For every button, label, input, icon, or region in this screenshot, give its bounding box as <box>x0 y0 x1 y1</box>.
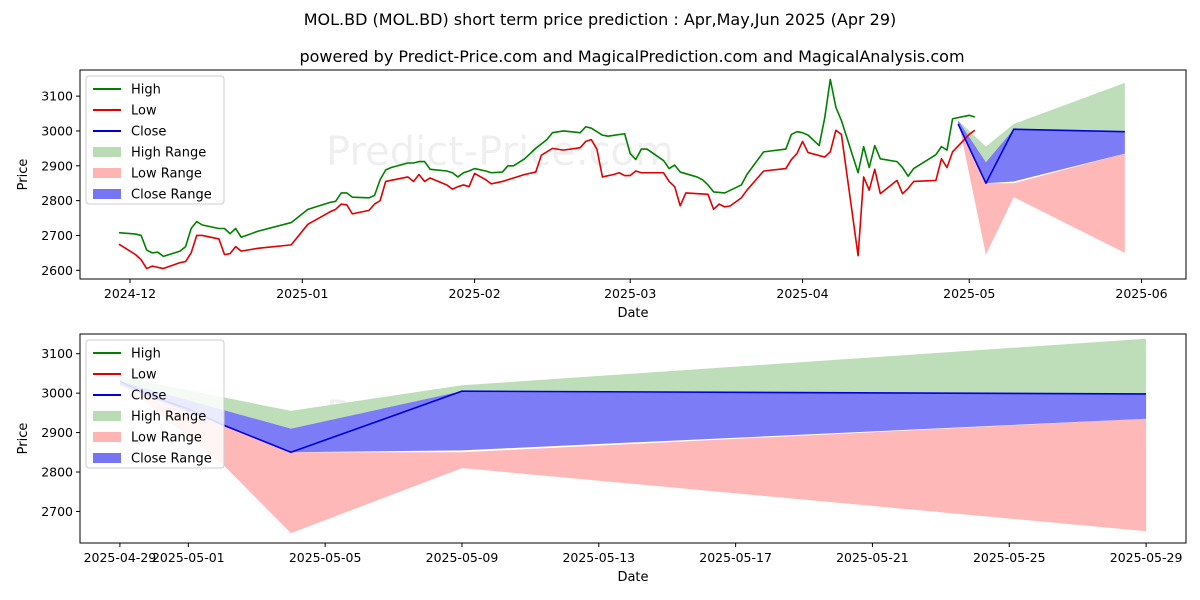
x-tick-label: 2025-05-29 <box>1110 550 1183 565</box>
y-tick-label: 2700 <box>41 228 73 243</box>
legend-entry: Close <box>131 389 166 404</box>
y-tick-label: 3000 <box>41 123 73 138</box>
watermark: Predict-Price.com <box>326 129 674 175</box>
x-tick-label: 2025-05-13 <box>562 550 635 565</box>
watermark: Predict-Price.com <box>766 543 1114 589</box>
x-tick-label: 2025-02 <box>448 286 500 301</box>
legend-swatch <box>93 189 121 199</box>
x-tick-label: 2025-05 <box>943 286 995 301</box>
y-tick-label: 2600 <box>41 263 73 278</box>
legend-swatch <box>93 453 121 463</box>
x-axis-label: Date <box>617 570 648 585</box>
legend-entry: Low <box>131 368 157 383</box>
legend-entry: Close Range <box>131 452 212 467</box>
y-tick-label: 3000 <box>41 386 73 401</box>
legend-entry: Close Range <box>131 188 212 203</box>
y-tick-label: 3100 <box>41 89 73 104</box>
high-range-band <box>119 338 1147 429</box>
legend-swatch <box>93 432 121 442</box>
legend-swatch <box>93 147 121 157</box>
y-tick-label: 3100 <box>41 346 73 361</box>
y-axis-label: Price <box>16 423 31 455</box>
chart-title: MOL.BD (MOL.BD) short term price predict… <box>304 10 897 29</box>
x-tick-label: 2025-05-17 <box>699 550 772 565</box>
x-tick-label: 2025-06 <box>1115 286 1167 301</box>
axes-frame <box>79 333 1187 544</box>
low-line <box>118 129 976 270</box>
high-line <box>118 78 976 258</box>
x-tick-label: 2025-05-05 <box>289 550 362 565</box>
low-range-band <box>119 381 1147 534</box>
legend-entry: Low Range <box>131 431 202 446</box>
y-tick-label: 2800 <box>41 465 73 480</box>
close-range-band <box>119 381 1147 453</box>
y-axis-label: Price <box>16 159 31 191</box>
x-tick-label: 2025-05-01 <box>152 550 225 565</box>
plot-area-bottom: Predict-Price.comPredict-Price.comPredic… <box>119 338 1147 589</box>
axes-frame <box>79 69 1187 280</box>
close-range-band <box>958 120 1125 184</box>
y-tick-label: 2900 <box>41 158 73 173</box>
high-range-band <box>958 82 1125 163</box>
legend: High Low Close High Range Low Range Close Ran… <box>85 339 225 469</box>
x-tick-label: 2025-05-21 <box>836 550 909 565</box>
low-range-band <box>958 120 1125 255</box>
x-tick-label: 2025-03 <box>604 286 656 301</box>
plot-bottom: Predict-Price.comPredict-Price.comPredic… <box>16 333 1187 589</box>
legend-entry: Close <box>131 125 166 140</box>
legend-entry: High <box>131 83 161 98</box>
chart-subtitle: powered by Predict-Price.com and Magical… <box>299 47 964 66</box>
legend-entry: High <box>131 347 161 362</box>
x-tick-label: 2025-05-25 <box>973 550 1046 565</box>
x-tick-label: 2025-01 <box>276 286 328 301</box>
close-line <box>957 123 1125 185</box>
legend: High Low Close High Range Low Range Close Ran… <box>85 75 225 205</box>
x-tick-label: 2025-05-09 <box>426 550 499 565</box>
legend-entry: High Range <box>131 410 206 425</box>
legend-entry: High Range <box>131 146 206 161</box>
legend-entry: Low <box>131 104 157 119</box>
x-axis-label: Date <box>617 306 648 321</box>
y-tick-label: 2700 <box>41 504 73 519</box>
x-tick-label: 2025-04 <box>776 286 828 301</box>
y-tick-label: 2800 <box>41 193 73 208</box>
x-tick-label: 2025-04-29 <box>84 550 157 565</box>
legend-entry: Low Range <box>131 167 202 182</box>
legend-swatch <box>93 168 121 178</box>
y-tick-label: 2900 <box>41 425 73 440</box>
legend-swatch <box>93 411 121 421</box>
x-tick-label: 2024-12 <box>104 286 156 301</box>
